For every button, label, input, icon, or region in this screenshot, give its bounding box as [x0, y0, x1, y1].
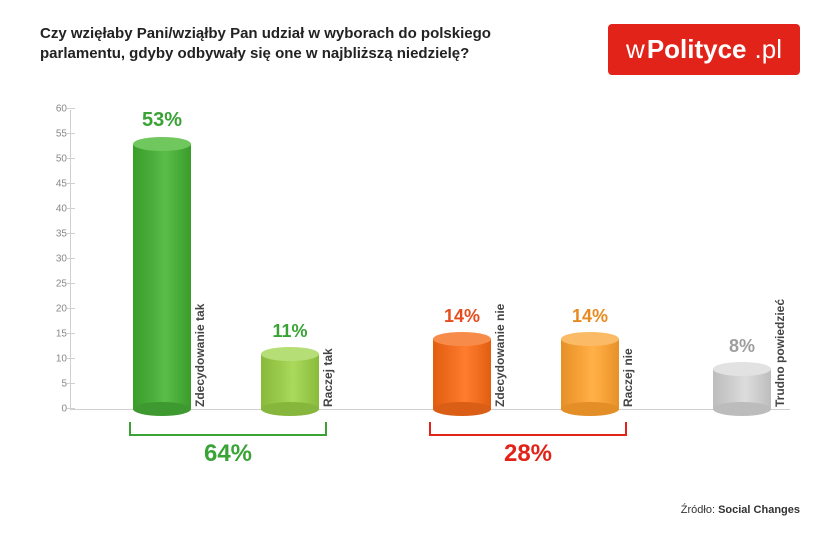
y-tick-mark	[67, 183, 75, 184]
logo-pl: .pl	[755, 34, 782, 65]
logo-main: Polityce	[647, 34, 747, 65]
y-tick-mark	[67, 283, 75, 284]
y-tick-label: 25	[43, 279, 67, 290]
bar-bottom-ellipse	[713, 402, 771, 416]
logo-badge: wPolityce .pl	[608, 24, 800, 75]
bar-bottom-ellipse	[133, 402, 191, 416]
y-tick-mark	[67, 308, 75, 309]
bar-value-label: 14%	[433, 306, 491, 327]
bar-value-label: 8%	[713, 336, 771, 357]
bar-bottom-ellipse	[261, 402, 319, 416]
y-tick-mark	[67, 108, 75, 109]
bar-value-label: 11%	[261, 321, 319, 342]
bar-top-ellipse	[561, 332, 619, 346]
y-tick-mark	[67, 333, 75, 334]
source-credit: Źródło: Social Changes	[681, 504, 800, 516]
bar-value-label: 53%	[133, 109, 191, 132]
group-total-label: 28%	[429, 440, 627, 468]
bar-bottom-ellipse	[561, 402, 619, 416]
bar-cylinder: 53%Zdecydowanie tak	[133, 144, 191, 409]
y-tick-label: 60	[43, 104, 67, 115]
bar-body	[133, 144, 191, 409]
y-tick-mark	[67, 358, 75, 359]
chart-title: Czy wzięłaby Pani/wziąłby Pan udział w w…	[40, 24, 560, 65]
y-tick-label: 15	[43, 329, 67, 340]
bar-value-label: 14%	[561, 306, 619, 327]
y-tick-mark	[67, 383, 75, 384]
group-bracket	[129, 422, 327, 436]
bar-category-label: Raczej tak	[321, 348, 335, 407]
bar-body	[561, 339, 619, 409]
y-tick-label: 30	[43, 254, 67, 265]
bar-category-label: Zdecydowanie nie	[493, 304, 507, 407]
bar-body	[261, 354, 319, 409]
y-tick-mark	[67, 133, 75, 134]
bar-category-label: Trudno powiedzieć	[773, 299, 787, 407]
y-tick-mark	[67, 158, 75, 159]
source-name: Social Changes	[718, 504, 800, 516]
y-tick-label: 50	[43, 154, 67, 165]
y-tick-mark	[67, 208, 75, 209]
y-tick-label: 45	[43, 179, 67, 190]
y-tick-mark	[67, 258, 75, 259]
y-tick-label: 35	[43, 229, 67, 240]
bar-cylinder: 14%Raczej nie	[561, 339, 619, 409]
bar-top-ellipse	[433, 332, 491, 346]
source-prefix: Źródło:	[681, 504, 718, 516]
bar-top-ellipse	[261, 347, 319, 361]
group-total-label: 64%	[129, 440, 327, 468]
bar-category-label: Raczej nie	[621, 348, 635, 407]
y-tick-label: 55	[43, 129, 67, 140]
y-tick-label: 5	[43, 379, 67, 390]
y-tick-label: 10	[43, 354, 67, 365]
group-bracket	[429, 422, 627, 436]
y-tick-mark	[67, 408, 75, 409]
y-tick-label: 20	[43, 304, 67, 315]
logo-w: w	[626, 34, 645, 65]
bar-cylinder: 8%Trudno powiedzieć	[713, 369, 771, 409]
plot: 05101520253035404550556053%Zdecydowanie …	[70, 110, 790, 410]
bar-top-ellipse	[713, 362, 771, 376]
chart-area: 05101520253035404550556053%Zdecydowanie …	[40, 110, 800, 440]
bar-category-label: Zdecydowanie tak	[193, 304, 207, 407]
bar-cylinder: 14%Zdecydowanie nie	[433, 339, 491, 409]
bar-top-ellipse	[133, 137, 191, 151]
y-tick-label: 40	[43, 204, 67, 215]
y-tick-label: 0	[43, 404, 67, 415]
bar-body	[433, 339, 491, 409]
bar-cylinder: 11%Raczej tak	[261, 354, 319, 409]
site-logo: wPolityce .pl	[608, 24, 800, 75]
y-tick-mark	[67, 233, 75, 234]
bar-bottom-ellipse	[433, 402, 491, 416]
